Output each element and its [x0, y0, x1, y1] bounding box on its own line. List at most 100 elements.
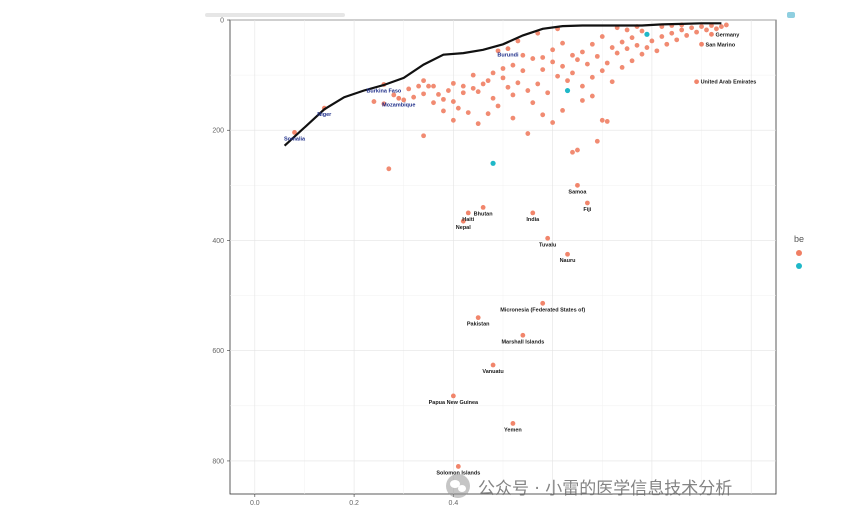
data-point — [584, 61, 590, 67]
data-point — [515, 80, 521, 86]
y-tick-label: 600 — [212, 348, 224, 355]
data-point — [550, 59, 556, 65]
data-point-labeled — [460, 218, 466, 224]
point-label: Solomon Islands — [436, 470, 480, 476]
data-point-labeled — [505, 46, 511, 52]
data-point-labeled — [540, 300, 546, 306]
data-point — [654, 48, 660, 54]
data-point-labeled — [292, 130, 297, 135]
watermark: 公众号 · 小雷的医学信息技术分析 — [446, 474, 732, 499]
data-point — [495, 103, 501, 109]
legend-swatch-teal — [796, 263, 802, 269]
data-point-labeled — [694, 79, 699, 85]
data-point-teal — [564, 87, 571, 94]
data-point — [624, 46, 630, 52]
data-point — [386, 166, 392, 172]
point-label: Samoa — [568, 189, 587, 195]
point-label: Bhutan — [474, 211, 494, 217]
wechat-logo-icon — [446, 474, 470, 498]
data-point — [510, 115, 516, 121]
data-point — [594, 53, 600, 59]
legend-title: be — [794, 234, 804, 244]
data-point — [485, 111, 491, 117]
data-point — [411, 94, 417, 100]
point-label: Nauru — [560, 258, 576, 264]
data-point-labeled — [709, 31, 714, 37]
data-point — [580, 49, 585, 55]
data-point-labeled — [699, 41, 704, 47]
y-tick-label: 800 — [212, 458, 224, 465]
x-tick-label: 0.2 — [349, 500, 359, 507]
data-point — [589, 74, 595, 80]
data-point-labeled — [545, 235, 551, 241]
point-label: Burundi — [497, 53, 519, 59]
data-point — [391, 92, 397, 98]
x-axis: 0.0 0.2 0.4 — [250, 494, 458, 507]
data-point — [629, 35, 635, 41]
data-point-labeled — [455, 464, 461, 469]
data-point — [510, 92, 516, 98]
data-point — [634, 42, 640, 48]
data-point — [401, 97, 407, 103]
data-point — [450, 99, 456, 104]
point-label: Mozambique — [382, 102, 415, 108]
data-point — [465, 110, 471, 115]
x-tick-label: 0.0 — [250, 500, 260, 507]
data-point — [624, 27, 630, 33]
data-point — [599, 117, 605, 123]
data-point — [619, 65, 625, 70]
data-point — [495, 48, 501, 54]
data-point — [540, 112, 546, 118]
data-point — [455, 105, 461, 111]
data-point — [530, 100, 536, 106]
smooth-trend-line — [283, 22, 722, 147]
data-point — [500, 75, 506, 81]
data-point — [426, 83, 431, 89]
data-point — [475, 89, 481, 95]
data-point — [535, 30, 541, 36]
data-point — [520, 68, 526, 74]
point-label: Tuvalu — [539, 242, 556, 248]
data-point — [669, 30, 675, 36]
toolbar-indicator — [787, 12, 795, 18]
data-point — [619, 39, 625, 45]
data-point — [575, 57, 580, 63]
data-point-labeled — [465, 210, 471, 216]
data-point — [674, 37, 680, 43]
data-point — [406, 86, 412, 92]
data-point — [540, 55, 546, 60]
grid-lines — [230, 19, 776, 494]
data-point — [570, 149, 575, 155]
data-point — [699, 24, 704, 30]
data-point — [570, 52, 575, 58]
data-point-labeled — [575, 182, 580, 188]
point-label: Papua New Guinea — [429, 400, 479, 406]
data-point — [535, 81, 541, 87]
legend: be — [794, 234, 804, 269]
data-point — [416, 83, 422, 89]
data-point — [530, 56, 536, 61]
data-point — [649, 38, 655, 44]
data-point — [644, 45, 650, 50]
data-point — [441, 108, 446, 114]
data-point — [594, 138, 600, 144]
data-point — [545, 90, 551, 96]
point-label: Niger — [317, 112, 332, 118]
data-point — [431, 83, 436, 89]
data-point — [604, 119, 610, 124]
point-label: Germany — [715, 32, 740, 38]
data-point — [550, 120, 556, 125]
data-point — [609, 45, 615, 50]
data-point — [460, 83, 466, 89]
data-point — [689, 25, 695, 31]
data-point — [599, 68, 605, 74]
data-point-labeled — [480, 204, 486, 210]
data-point — [475, 121, 481, 127]
point-label: Fiji — [583, 207, 591, 213]
data-point — [580, 98, 585, 103]
data-point — [714, 26, 719, 32]
data-point — [550, 47, 556, 53]
point-label: Burkina Faso — [366, 88, 401, 94]
data-point — [500, 66, 506, 71]
